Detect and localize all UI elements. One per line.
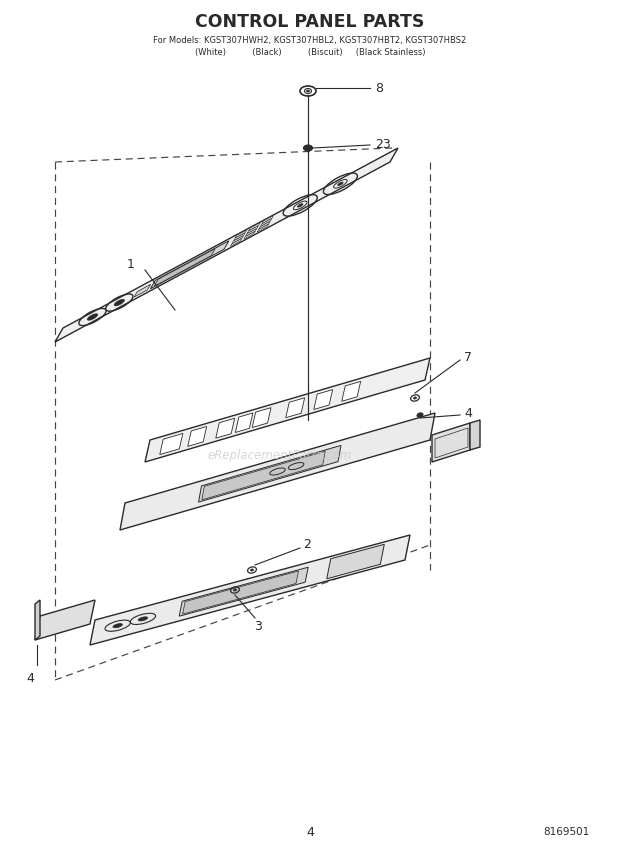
Text: 4: 4 xyxy=(464,407,472,419)
Text: For Models: KGST307HWH2, KGST307HBL2, KGST307HBT2, KGST307HBS2: For Models: KGST307HWH2, KGST307HBL2, KG… xyxy=(153,35,467,45)
Polygon shape xyxy=(262,216,273,223)
Polygon shape xyxy=(154,249,215,286)
Polygon shape xyxy=(216,419,234,438)
Polygon shape xyxy=(90,535,410,645)
Polygon shape xyxy=(231,238,242,247)
Text: 4: 4 xyxy=(306,825,314,839)
Text: 4: 4 xyxy=(26,672,34,685)
Polygon shape xyxy=(35,600,40,640)
Polygon shape xyxy=(179,568,308,616)
Polygon shape xyxy=(260,218,272,226)
Polygon shape xyxy=(252,407,271,427)
Polygon shape xyxy=(202,451,326,500)
Ellipse shape xyxy=(114,300,125,306)
Text: 8169501: 8169501 xyxy=(544,827,590,837)
Polygon shape xyxy=(247,226,259,234)
Polygon shape xyxy=(244,231,255,239)
Text: eReplacementParts.com: eReplacementParts.com xyxy=(208,449,352,461)
Ellipse shape xyxy=(304,145,312,151)
Ellipse shape xyxy=(113,624,122,627)
Polygon shape xyxy=(120,413,435,530)
Polygon shape xyxy=(259,221,270,229)
Polygon shape xyxy=(232,235,244,243)
Ellipse shape xyxy=(417,413,423,417)
Text: 23: 23 xyxy=(375,138,391,151)
Polygon shape xyxy=(432,423,470,462)
Ellipse shape xyxy=(306,90,309,92)
Polygon shape xyxy=(257,224,268,232)
Polygon shape xyxy=(246,229,257,236)
Polygon shape xyxy=(235,230,247,238)
Ellipse shape xyxy=(338,182,343,186)
Polygon shape xyxy=(145,358,430,462)
Polygon shape xyxy=(151,241,229,288)
Polygon shape xyxy=(55,148,398,342)
Ellipse shape xyxy=(87,314,97,320)
Polygon shape xyxy=(249,223,260,231)
Polygon shape xyxy=(188,426,206,446)
Polygon shape xyxy=(234,233,245,241)
Polygon shape xyxy=(286,398,304,418)
Polygon shape xyxy=(134,284,151,297)
Polygon shape xyxy=(470,420,480,450)
Text: 2: 2 xyxy=(303,538,311,551)
Polygon shape xyxy=(342,382,361,401)
Ellipse shape xyxy=(414,397,417,399)
Polygon shape xyxy=(160,433,183,455)
Ellipse shape xyxy=(234,589,236,591)
Ellipse shape xyxy=(298,204,303,207)
Text: CONTROL PANEL PARTS: CONTROL PANEL PARTS xyxy=(195,13,425,31)
Ellipse shape xyxy=(250,569,254,571)
Text: 1: 1 xyxy=(127,259,135,271)
Text: 8: 8 xyxy=(375,81,383,94)
Text: 7: 7 xyxy=(464,350,472,364)
Polygon shape xyxy=(327,544,384,579)
Polygon shape xyxy=(198,445,341,502)
Polygon shape xyxy=(314,389,333,409)
Text: (White)          (Black)          (Biscuit)     (Black Stainless): (White) (Black) (Biscuit) (Black Stainle… xyxy=(195,47,425,56)
Ellipse shape xyxy=(138,617,148,621)
Polygon shape xyxy=(35,600,95,640)
Text: 3: 3 xyxy=(254,620,262,633)
Polygon shape xyxy=(183,571,298,614)
Polygon shape xyxy=(236,413,253,432)
